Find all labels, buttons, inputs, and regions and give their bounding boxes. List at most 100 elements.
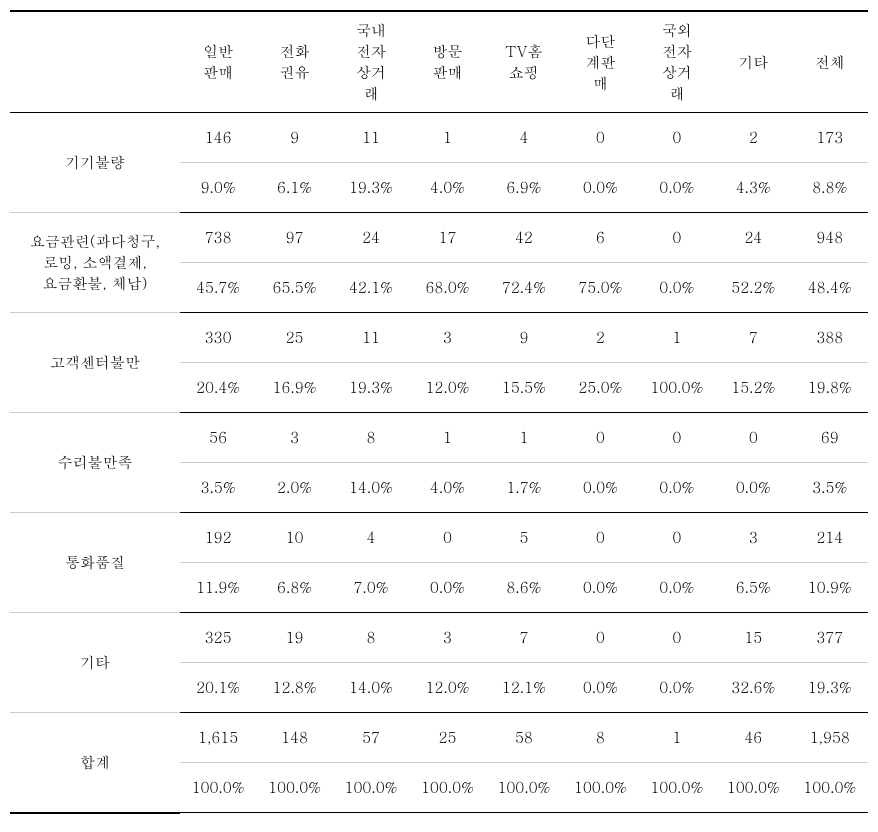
row-label: 기타 <box>10 613 180 713</box>
cell-pct: 0.0% <box>409 563 485 613</box>
cell-count: 4 <box>486 113 562 163</box>
cell-count: 2 <box>715 113 791 163</box>
cell-count: 19 <box>256 613 332 663</box>
cell-count: 10 <box>256 513 332 563</box>
cell-count: 11 <box>333 113 409 163</box>
cell-count: 948 <box>792 213 868 263</box>
cell-pct: 45.7% <box>180 263 256 313</box>
cell-pct: 14.0% <box>333 663 409 713</box>
cell-pct: 8.6% <box>486 563 562 613</box>
cell-pct: 6.5% <box>715 563 791 613</box>
cell-pct: 9.0% <box>180 163 256 213</box>
cell-count: 0 <box>715 413 791 463</box>
column-header: 국외전자상거래 <box>639 11 715 113</box>
table-row: 기기불량14691114002173 <box>10 113 868 163</box>
cell-count: 214 <box>792 513 868 563</box>
cell-pct: 14.0% <box>333 463 409 513</box>
cell-pct: 100.0% <box>562 763 638 813</box>
cell-count: 24 <box>715 213 791 263</box>
column-header: 전화권유 <box>256 11 332 113</box>
cell-count: 0 <box>639 613 715 663</box>
cell-count: 173 <box>792 113 868 163</box>
cell-count: 0 <box>409 513 485 563</box>
cell-pct: 20.4% <box>180 363 256 413</box>
cell-count: 0 <box>639 213 715 263</box>
cell-pct: 2.0% <box>256 463 332 513</box>
cell-count: 738 <box>180 213 256 263</box>
cell-count: 8 <box>333 613 409 663</box>
cell-count: 0 <box>562 613 638 663</box>
cell-count: 0 <box>639 113 715 163</box>
cell-count: 377 <box>792 613 868 663</box>
cell-pct: 6.9% <box>486 163 562 213</box>
cell-count: 4 <box>333 513 409 563</box>
cell-count: 6 <box>562 213 638 263</box>
cell-pct: 4.0% <box>409 463 485 513</box>
cell-count: 7 <box>486 613 562 663</box>
cell-pct: 100.0% <box>792 763 868 813</box>
cell-count: 330 <box>180 313 256 363</box>
cell-pct: 0.0% <box>639 463 715 513</box>
cell-pct: 8.8% <box>792 163 868 213</box>
cell-pct: 4.3% <box>715 163 791 213</box>
cell-pct: 100.0% <box>333 763 409 813</box>
row-label: 수리불만족 <box>10 413 180 513</box>
cell-pct: 0.0% <box>715 463 791 513</box>
cell-count: 8 <box>562 713 638 763</box>
cell-pct: 100.0% <box>180 763 256 813</box>
cell-pct: 0.0% <box>639 563 715 613</box>
cell-count: 0 <box>562 413 638 463</box>
cell-count: 0 <box>562 113 638 163</box>
table-body: 기기불량146911140021739.0%6.1%19.3%4.0%6.9%0… <box>10 113 868 813</box>
cell-pct: 15.2% <box>715 363 791 413</box>
cell-pct: 72.4% <box>486 263 562 313</box>
cell-pct: 100.0% <box>715 763 791 813</box>
cell-pct: 12.0% <box>409 363 485 413</box>
cell-count: 0 <box>639 413 715 463</box>
cell-count: 3 <box>409 613 485 663</box>
cell-pct: 42.1% <box>333 263 409 313</box>
cell-pct: 3.5% <box>792 463 868 513</box>
table-row: 수리불만족56381100069 <box>10 413 868 463</box>
cell-count: 1,615 <box>180 713 256 763</box>
cell-count: 57 <box>333 713 409 763</box>
cell-count: 0 <box>639 513 715 563</box>
cell-count: 1,958 <box>792 713 868 763</box>
cell-pct: 68.0% <box>409 263 485 313</box>
table-row: 고객센터불만330251139217388 <box>10 313 868 363</box>
cell-count: 146 <box>180 113 256 163</box>
cell-pct: 12.8% <box>256 663 332 713</box>
cell-pct: 3.5% <box>180 463 256 513</box>
cell-pct: 0.0% <box>562 663 638 713</box>
cell-count: 58 <box>486 713 562 763</box>
column-header: 다단계판매 <box>562 11 638 113</box>
cell-count: 5 <box>486 513 562 563</box>
cell-pct: 11.9% <box>180 563 256 613</box>
cell-pct: 6.1% <box>256 163 332 213</box>
cell-count: 1 <box>486 413 562 463</box>
cell-count: 9 <box>256 113 332 163</box>
cell-pct: 48.4% <box>792 263 868 313</box>
cell-pct: 15.5% <box>486 363 562 413</box>
cell-count: 25 <box>409 713 485 763</box>
cell-pct: 32.6% <box>715 663 791 713</box>
row-label: 요금관련(과다청구,로밍, 소액결제,요금환불, 체납) <box>10 213 180 313</box>
cell-count: 46 <box>715 713 791 763</box>
cell-pct: 75.0% <box>562 263 638 313</box>
cell-pct: 0.0% <box>639 163 715 213</box>
cell-pct: 100.0% <box>639 363 715 413</box>
row-label: 통화품질 <box>10 513 180 613</box>
cell-pct: 100.0% <box>486 763 562 813</box>
row-label: 합계 <box>10 713 180 813</box>
cell-count: 15 <box>715 613 791 663</box>
column-header: 국내전자상거래 <box>333 11 409 113</box>
cell-pct: 16.9% <box>256 363 332 413</box>
cell-pct: 19.3% <box>333 163 409 213</box>
cell-count: 1 <box>409 113 485 163</box>
cell-count: 148 <box>256 713 332 763</box>
column-header: 전체 <box>792 11 868 113</box>
data-table: 일반판매전화권유국내전자상거래방문판매TV홈쇼핑다단계판매국외전자상거래기타전체… <box>10 10 868 814</box>
table-header: 일반판매전화권유국내전자상거래방문판매TV홈쇼핑다단계판매국외전자상거래기타전체 <box>10 11 868 113</box>
cell-pct: 0.0% <box>562 163 638 213</box>
cell-count: 3 <box>256 413 332 463</box>
